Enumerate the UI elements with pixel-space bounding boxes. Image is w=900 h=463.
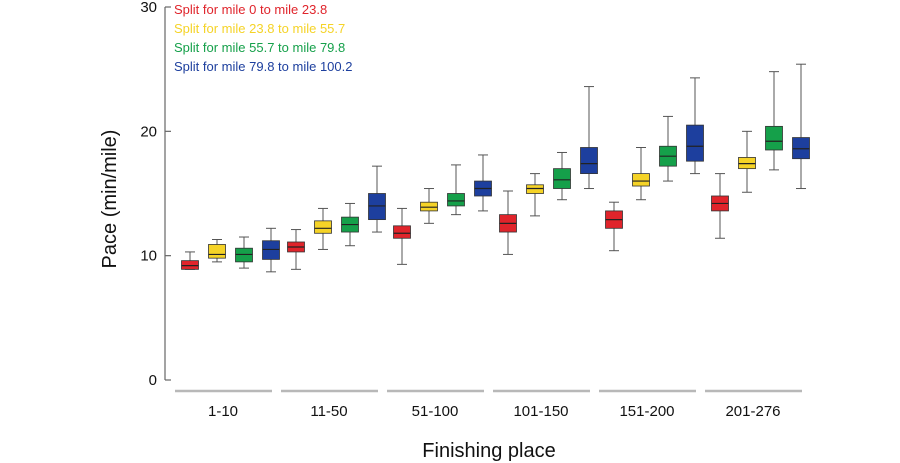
box-iqr [526,184,544,194]
box-plot-item [686,77,704,175]
box-iqr [368,193,386,221]
box-iqr [235,247,253,263]
box-plot-item [341,202,359,247]
box-plot-item [447,164,465,216]
box-plot-item [368,165,386,233]
y-axis-title: Pace (min/mile) [99,130,121,269]
box-iqr [208,244,226,259]
box-plot-item [393,207,411,265]
box-plot-item [287,229,305,270]
x-category-label: 51-100 [412,403,459,420]
x-category-label: 151-200 [619,403,674,420]
x-category-label: 201-276 [725,403,780,420]
x-axis-title: Finishing place [422,440,555,462]
box-plot-item [262,227,280,273]
box-iqr [738,157,756,170]
legend-entry: Split for mile 23.8 to mile 55.7 [174,21,345,36]
box-plot-item [474,154,492,212]
box-plot-item [659,115,677,182]
y-axis-ticks: 0 10 20 30 [140,0,171,389]
box-plot-boxes [181,63,810,273]
box-plot-item [711,173,729,239]
box-iqr [553,168,571,189]
box-iqr [262,240,280,260]
y-tick-label: 20 [140,123,157,140]
box-iqr [314,220,332,234]
x-category-label: 11-50 [310,403,347,420]
y-tick-label: 10 [140,248,157,265]
box-plot-item [553,151,571,201]
box-iqr [420,201,438,212]
box-iqr [632,173,650,187]
box-plot-item [420,188,438,224]
box-iqr [447,193,465,207]
box-plot-item [235,236,253,269]
box-plot-item [208,239,226,263]
x-category-label: 101-150 [513,403,568,420]
box-plot-item [765,71,783,171]
box-plot-item [526,173,544,217]
box-plot-item [499,190,517,255]
legend-entry: Split for mile 0 to mile 23.8 [174,2,327,17]
legend: Split for mile 0 to mile 23.8 Split for m… [174,2,352,74]
y-tick-label: 0 [149,372,157,389]
box-iqr [393,225,411,239]
box-iqr [765,125,783,151]
box-plot-item [181,251,199,270]
box-iqr [181,260,199,270]
legend-entry: Split for mile 79.8 to mile 100.2 [174,59,352,74]
box-plot-item [580,86,598,190]
x-axis-group-brackets: 1-10 11-50 51-100 101-150 151-200 201-276 [175,389,802,420]
box-plot-item [792,63,810,190]
box-iqr [580,147,598,175]
legend-entry: Split for mile 55.7 to mile 79.8 [174,40,345,55]
box-plot-item [738,130,756,193]
box-plot-item [632,146,650,201]
y-tick-label: 30 [140,0,157,16]
x-category-label: 1-10 [208,403,238,420]
box-plot-item [605,201,623,252]
box-iqr [792,137,810,160]
box-iqr [686,124,704,162]
box-plot-item [314,207,332,250]
